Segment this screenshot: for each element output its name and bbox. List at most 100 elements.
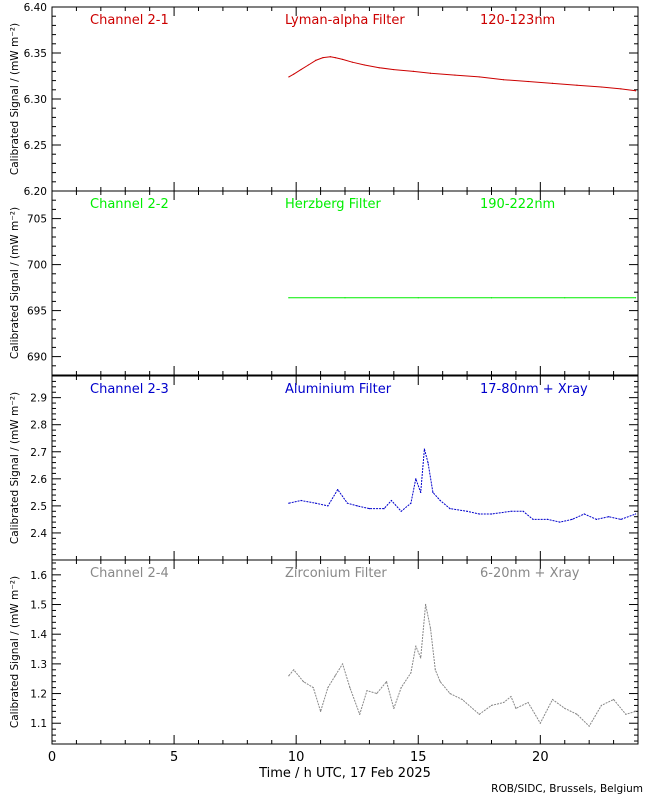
filter-label: Aluminium Filter (285, 382, 392, 397)
y-tick-label: 2.4 (30, 528, 47, 540)
data-point (410, 672, 412, 674)
y-tick-label: 1.3 (30, 659, 47, 671)
y-tick-label: 1.5 (30, 600, 47, 612)
data-point (300, 499, 302, 502)
panel-4: 1.1 1.2 1.3 1.4 1.5 1.6 Calibrated Signal / (m… (9, 559, 639, 745)
data-point (429, 627, 432, 629)
data-point (327, 505, 329, 507)
data-point (478, 76, 480, 78)
y-tick-label: 695 (27, 306, 47, 318)
data-point (515, 707, 517, 709)
channel-label: Channel 2-3 (90, 382, 169, 397)
data-point (412, 70, 414, 72)
data-point (288, 675, 290, 677)
data-point (527, 80, 529, 83)
data-point (564, 707, 566, 709)
data-point (588, 725, 590, 727)
data-point (503, 79, 505, 81)
data-point (400, 510, 402, 512)
data-point (478, 513, 480, 515)
x-tick-label: 15 (410, 750, 427, 765)
data-point (337, 489, 339, 491)
data-point (288, 502, 290, 504)
y-tick-label: 1.4 (30, 629, 47, 641)
data-point (583, 513, 585, 515)
channel-label: Channel 2-2 (90, 197, 169, 212)
data-point (368, 507, 371, 510)
data-point (334, 57, 336, 59)
data-point (366, 689, 368, 692)
data-point (293, 73, 295, 75)
channel-label: Channel 2-4 (90, 566, 169, 581)
credit-text: ROB/SIDC, Brussels, Belgium (491, 783, 643, 795)
data-point (449, 507, 451, 510)
data-point (547, 518, 549, 521)
data-point (327, 687, 329, 689)
data-point (510, 695, 512, 698)
data-point (527, 701, 529, 704)
y-tick-label: 700 (27, 260, 47, 272)
y-tick-label: 690 (27, 352, 47, 364)
data-point (417, 297, 419, 299)
data-point (634, 513, 637, 515)
band-label: 190-222nm (480, 197, 555, 212)
x-tick-label: 10 (288, 750, 305, 765)
series-line (288, 448, 636, 523)
data-point (461, 698, 463, 701)
data-point (341, 58, 344, 61)
band-label: 6-20nm + Xray (480, 566, 580, 581)
data-point (439, 499, 441, 502)
y-tick-label: 6.30 (24, 94, 47, 106)
band-label: 120-123nm (480, 13, 555, 28)
data-point (393, 68, 395, 71)
y-tick-label: 1.1 (30, 718, 47, 730)
data-point (378, 67, 380, 69)
data-point (620, 518, 622, 521)
data-point (634, 90, 637, 92)
data-point (532, 518, 534, 521)
data-point (478, 713, 480, 715)
data-point (341, 663, 344, 665)
data-point (385, 681, 388, 683)
data-point (612, 698, 615, 701)
data-point (510, 510, 512, 512)
data-point (490, 513, 493, 515)
data-point (423, 448, 425, 450)
data-point (300, 68, 302, 71)
x-tick-label: 5 (170, 750, 178, 765)
data-point (539, 722, 541, 724)
data-point (293, 669, 295, 671)
x-tick-label: 20 (532, 750, 549, 765)
data-point (439, 681, 441, 683)
filter-label: Lyman-alpha Filter (285, 13, 405, 28)
data-point (415, 478, 417, 480)
data-point (322, 57, 324, 59)
y-tick-label: 6.40 (24, 2, 47, 14)
y-tick-label: 2.8 (30, 420, 47, 432)
data-point (571, 518, 573, 521)
data-point (356, 505, 358, 507)
data-point (424, 603, 427, 606)
data-point (576, 84, 578, 86)
data-point (307, 64, 309, 66)
data-point (315, 59, 317, 61)
y-tick-label: 6.20 (24, 186, 47, 198)
data-point (620, 88, 622, 90)
y-tick-label: 6.25 (24, 140, 47, 152)
data-point (490, 704, 493, 707)
data-point (427, 461, 429, 464)
y-tick-label: 1.2 (30, 689, 47, 701)
data-point (625, 713, 627, 715)
data-point (315, 502, 317, 504)
data-point (312, 687, 314, 689)
data-point (334, 675, 336, 677)
y-axis-label: Calibrated Signal / (mW m⁻²) (9, 207, 21, 359)
data-point (429, 72, 432, 74)
data-point (432, 491, 434, 493)
y-tick-label: 2.9 (30, 393, 47, 405)
filter-label: Zirconium Filter (285, 566, 387, 581)
data-point (634, 297, 637, 299)
series-line (288, 56, 636, 92)
